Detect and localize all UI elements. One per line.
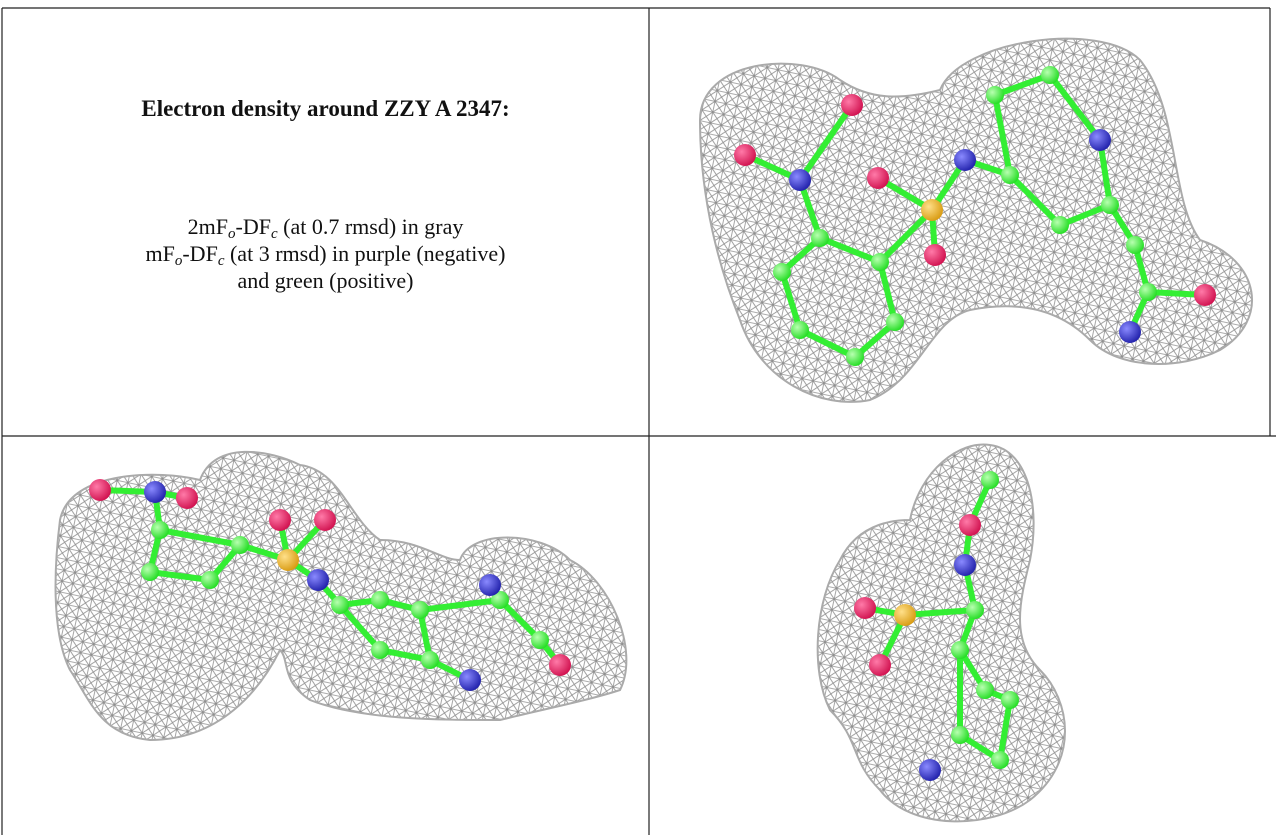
atom: [894, 604, 916, 626]
density-mesh: [56, 452, 627, 740]
atom: [871, 253, 889, 271]
atom: [371, 641, 389, 659]
atom: [371, 591, 389, 609]
atom: [1089, 129, 1111, 151]
atom: [959, 514, 981, 536]
atom: [151, 521, 169, 539]
atom: [459, 669, 481, 691]
atom: [331, 596, 349, 614]
atom: [269, 509, 291, 531]
atom: [1041, 66, 1059, 84]
atom: [951, 726, 969, 744]
caption-text: and green (positive): [238, 268, 414, 293]
atom: [141, 563, 159, 581]
atom: [919, 759, 941, 781]
atom: [1139, 283, 1157, 301]
caption-text: mF: [146, 241, 175, 266]
atom: [531, 631, 549, 649]
caption-text: -DF: [182, 241, 217, 266]
atom: [411, 601, 429, 619]
atom: [549, 654, 571, 676]
atom: [176, 487, 198, 509]
page: Electron density around ZZY A 2347: 2mFo…: [0, 0, 1276, 835]
atom: [307, 569, 329, 591]
atom: [811, 229, 829, 247]
atom: [421, 651, 439, 669]
atom: [773, 263, 791, 281]
atom: [846, 348, 864, 366]
caption-text: -DF: [236, 214, 271, 239]
atom: [954, 554, 976, 576]
atom: [976, 681, 994, 699]
atom: [921, 199, 943, 221]
atom: [869, 654, 891, 676]
atom: [886, 313, 904, 331]
density-panel: [700, 39, 1252, 402]
atom: [981, 471, 999, 489]
atom: [1126, 236, 1144, 254]
subscript: c: [271, 226, 278, 242]
atom: [1001, 166, 1019, 184]
atom: [144, 481, 166, 503]
atom: [854, 597, 876, 619]
atom: [1051, 216, 1069, 234]
caption-text: (at 0.7 rmsd) in gray: [278, 214, 464, 239]
atom: [231, 536, 249, 554]
atom: [277, 549, 299, 571]
atom: [479, 574, 501, 596]
atom: [954, 149, 976, 171]
caption-title: Electron density around ZZY A 2347:: [2, 96, 649, 122]
atom: [924, 244, 946, 266]
density-panel: [56, 452, 627, 740]
atom: [966, 601, 984, 619]
subscript: o: [228, 226, 236, 242]
atom: [791, 321, 809, 339]
density-panel: [818, 444, 1065, 821]
atom: [734, 144, 756, 166]
atom: [991, 751, 1009, 769]
atom: [201, 571, 219, 589]
caption-text: 2mF: [188, 214, 228, 239]
caption-text: (at 3 rmsd) in purple (negative): [224, 241, 505, 266]
atom: [951, 641, 969, 659]
atom: [1101, 196, 1119, 214]
atom: [1119, 321, 1141, 343]
atom: [986, 86, 1004, 104]
caption-line: 2mFo-DFc (at 0.7 rmsd) in gray: [2, 214, 649, 243]
atom: [314, 509, 336, 531]
atom: [1001, 691, 1019, 709]
atom: [841, 94, 863, 116]
caption-cell: Electron density around ZZY A 2347: 2mFo…: [2, 8, 649, 436]
caption-line: mFo-DFc (at 3 rmsd) in purple (negative): [2, 241, 649, 270]
atom: [1194, 284, 1216, 306]
atom: [89, 479, 111, 501]
atom: [789, 169, 811, 191]
density-mesh: [818, 444, 1065, 821]
atom: [867, 167, 889, 189]
caption-line: and green (positive): [2, 268, 649, 294]
density-mesh: [700, 39, 1252, 402]
